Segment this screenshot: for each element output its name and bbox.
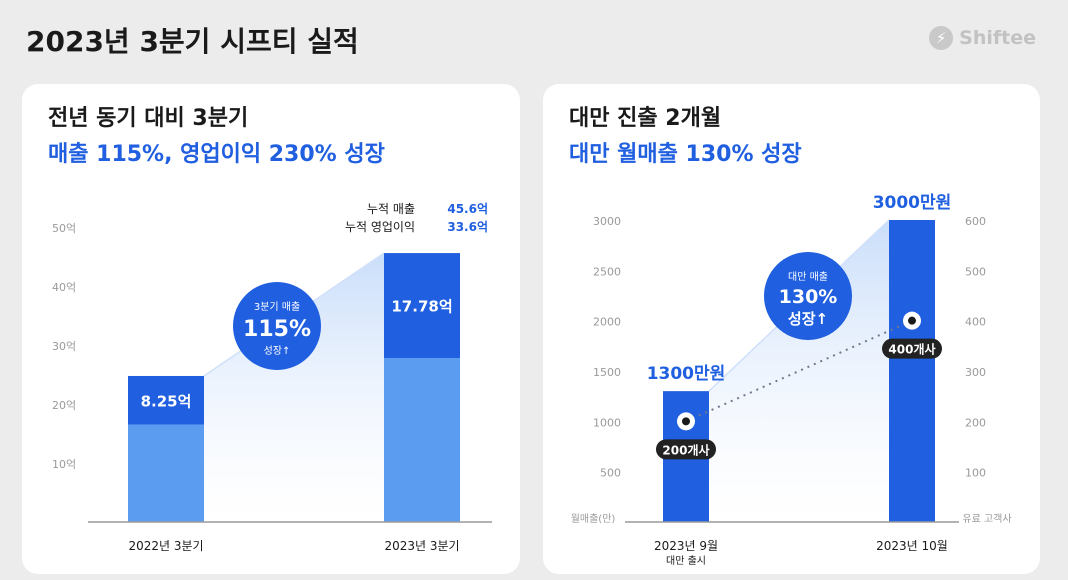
lightning-bolt-icon: ⚡ (929, 26, 954, 50)
y2-tick-label: 100 (965, 467, 986, 480)
bar-value-label: 3000만원 (873, 193, 952, 213)
y-tick-label: 3000 (593, 215, 621, 228)
card-heading: 전년 동기 대비 3분기 (48, 106, 249, 131)
y-tick-label: 40억 (52, 281, 76, 294)
growth-bubble (233, 282, 321, 370)
y2-tick-label: 600 (965, 215, 986, 228)
client-count-marker-dot (682, 417, 690, 426)
client-count-pill (656, 439, 716, 460)
bar-value-label: 8.25억 (141, 392, 192, 410)
card-heading: 대만 진출 2개월 (569, 106, 722, 131)
card-subheading: 대만 월매출 130% 성장 (569, 142, 802, 167)
taiwan-card: 대만 진출 2개월 대만 월매출 130% 성장 500 1000 1500 2000… (543, 84, 1040, 574)
x-tick-label: 2023년 9월 (654, 539, 718, 553)
y2-tick-label: 300 (965, 366, 986, 379)
growth-bubble-caption: 3분기 매출 (254, 301, 300, 313)
y-tick-label: 1500 (593, 366, 621, 379)
growth-area (204, 253, 384, 522)
bar-top-segment (128, 375, 204, 425)
y2-tick-label: 400 (965, 316, 986, 329)
growth-bubble-caption: 성장↑ (264, 345, 291, 357)
y-tick-label: 30억 (52, 340, 76, 353)
y2-tick-label: 200 (965, 416, 986, 429)
x-tick-label: 2022년 3분기 (128, 539, 203, 553)
growth-bubble-caption: 대만 매출 (788, 271, 828, 283)
y2-axis-label: 유료 고객사 (962, 513, 1011, 525)
cumulative-label: 누적 영업이익 (345, 220, 415, 234)
bar-top-segment (384, 253, 460, 358)
y-tick-label: 10억 (52, 458, 76, 471)
client-count-pill (882, 338, 942, 359)
y-tick-label: 20억 (52, 399, 76, 412)
bar-base-segment (384, 357, 460, 522)
y-tick-label: 2500 (593, 265, 621, 278)
page-title: 2023년 3분기 시프티 실적 (26, 25, 359, 58)
client-count-label: 400개사 (888, 342, 935, 357)
growth-bubble-caption: 성장↑ (788, 310, 828, 328)
y-tick-label: 50억 (52, 222, 76, 235)
y-tick-label: 500 (600, 467, 621, 480)
card-subheading: 매출 115%, 영업이익 230% 성장 (48, 142, 385, 167)
bar-value-label: 17.78억 (391, 298, 452, 316)
growth-bubble-value: 130% (779, 286, 838, 308)
bar-base-segment (128, 424, 204, 522)
y-axis-label: 월매출(만) (571, 513, 616, 525)
y2-tick-label: 500 (965, 265, 986, 278)
client-count-label: 200개사 (662, 442, 709, 457)
revenue-bar (889, 220, 935, 522)
y-tick-label: 2000 (593, 316, 621, 329)
growth-bubble (764, 252, 852, 340)
cumulative-label: 누적 매출 (367, 202, 415, 216)
x-tick-label: 2023년 10월 (876, 539, 948, 553)
brand-logo: ⚡ Shiftee (929, 26, 1036, 50)
bar-value-label: 1300만원 (647, 364, 726, 384)
brand-name: Shiftee (959, 27, 1036, 49)
cumulative-value: 45.6억 (447, 202, 488, 216)
quarterly-revenue-chart: 10억 20억 30억 40억 50억 8.25억 2022년 3분기 17.78억 2023년… (52, 202, 492, 553)
y-tick-label: 1000 (593, 416, 621, 429)
x-tick-sublabel: 대만 출시 (666, 555, 706, 567)
revenue-card: 전년 동기 대비 3분기 매출 115%, 영업이익 230% 성장 10억 20… (22, 84, 520, 574)
x-tick-label: 2023년 3분기 (384, 539, 459, 553)
growth-bubble-value: 115% (243, 317, 311, 342)
taiwan-revenue-chart: 500 1000 1500 2000 2500 3000 100 200 300 400 500 60… (571, 193, 1012, 567)
client-count-marker-dot (908, 316, 916, 325)
cumulative-value: 33.6억 (447, 220, 488, 234)
